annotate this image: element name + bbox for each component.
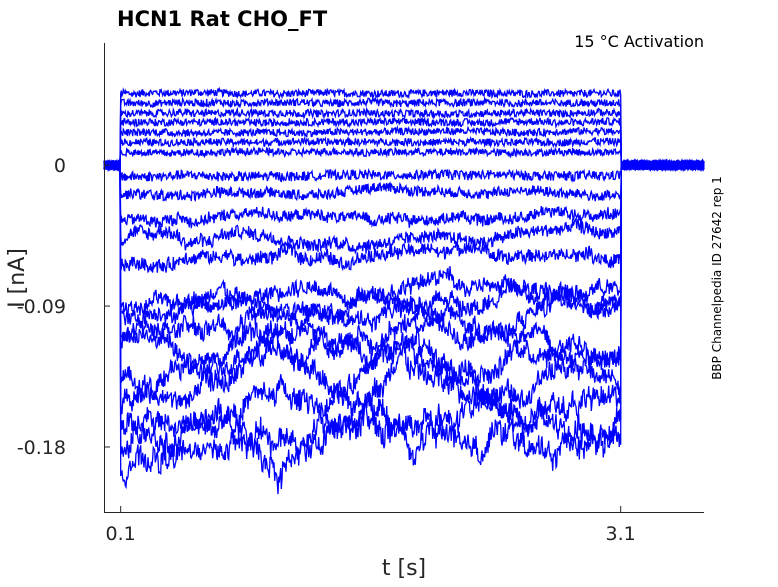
trace-10 <box>103 158 705 229</box>
axes <box>104 43 704 513</box>
side-label: BBP Channelpedia ID 27642 rep 1 <box>710 176 724 380</box>
trace-8 <box>103 158 705 183</box>
trace-6 <box>103 135 705 172</box>
trace-1 <box>103 86 705 172</box>
trace-2 <box>103 96 705 172</box>
trace-21 <box>103 158 705 495</box>
trace-19 <box>103 158 705 437</box>
y-axis-label: I [nA] <box>5 248 30 308</box>
trace-14 <box>103 158 705 328</box>
trace-12 <box>103 158 705 274</box>
x-axis-label: t [s] <box>382 556 426 581</box>
x-tick-label: 0.1 <box>106 523 136 545</box>
y-tick-label: -0.18 <box>17 437 66 459</box>
ticks: 0.1 3.1 0 -0.09 -0.18 <box>17 155 636 545</box>
trace-7 <box>103 145 705 173</box>
trace-9 <box>103 158 705 202</box>
x-tick-label: 3.1 <box>606 523 636 545</box>
trace-11 <box>103 158 705 255</box>
y-tick-label: 0 <box>54 155 66 177</box>
trace-3 <box>103 106 705 172</box>
chart-title: HCN1 Rat CHO_FT <box>117 7 328 31</box>
trace-5 <box>103 124 705 173</box>
trace-18 <box>103 158 705 415</box>
y-tick-label: -0.09 <box>17 296 66 318</box>
traces <box>103 86 705 495</box>
trace-4 <box>104 116 705 172</box>
annotation: 15 °C Activation <box>574 32 704 51</box>
trace-15 <box>103 159 705 344</box>
trace-13 <box>103 158 705 318</box>
